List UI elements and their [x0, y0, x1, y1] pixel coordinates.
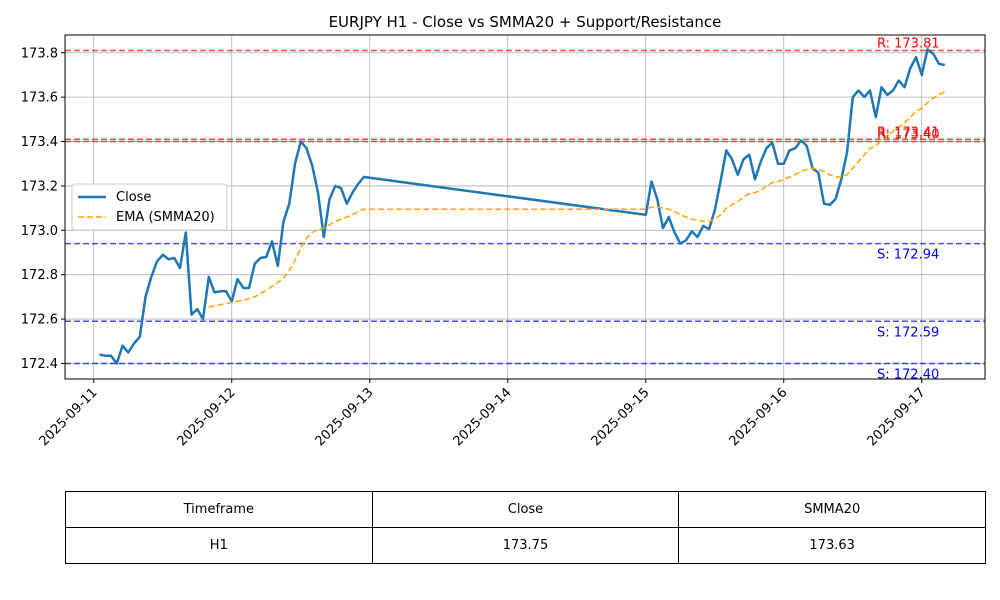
x-axis: 2025-09-11 2025-09-12 2025-09-13 2025-09-14… — [37, 379, 929, 449]
support-resistance-levels — [65, 49, 985, 365]
resistance-level-label: R: 173.81 — [877, 37, 940, 52]
y-tick-label: 172.4 — [21, 357, 58, 372]
x-tick-label: 2025-09-17 — [865, 385, 929, 449]
table-header-cell: Close — [371, 491, 680, 528]
y-tick-label: 173.6 — [21, 91, 58, 106]
resistance-level-label: R: 173.41 — [877, 125, 940, 140]
resistance-level-label: R: 173.40 — [877, 128, 940, 143]
y-tick-label: 172.8 — [21, 268, 58, 283]
y-tick-label: 173.4 — [21, 135, 58, 150]
x-tick-label: 2025-09-13 — [313, 385, 377, 449]
x-tick-label: 2025-09-12 — [175, 385, 239, 449]
support-level-label: S: 172.59 — [877, 325, 939, 340]
table-cell: 173.63 — [678, 527, 986, 564]
table-header-row: Timeframe Close SMMA20 — [65, 491, 986, 528]
y-tick-label: 173.8 — [21, 46, 58, 61]
y-axis: 172.4 172.6 172.8 173.0 173.2 173.4 173.6 173.8 — [21, 46, 65, 372]
legend: Close EMA (SMMA20) — [71, 183, 228, 231]
table-header-cell: SMMA20 — [678, 491, 986, 528]
x-tick-label: 2025-09-14 — [451, 385, 515, 449]
smma-series-line — [208, 90, 946, 308]
y-tick-label: 173.2 — [21, 179, 58, 194]
table-cell: 173.75 — [371, 527, 680, 564]
legend-label-smma: EMA (SMMA20) — [116, 210, 215, 225]
close-series-line — [99, 48, 946, 365]
level-labels: R: 173.81 R: 173.40R: 173.41 S: 172.94 S: 1… — [877, 37, 940, 383]
x-tick-label: 2025-09-15 — [589, 385, 653, 449]
table-row: H1 173.75 173.63 — [65, 527, 986, 564]
y-tick-label: 173.0 — [21, 224, 58, 239]
y-tick-label: 172.6 — [21, 313, 58, 328]
support-level-label: S: 172.40 — [877, 367, 939, 382]
support-level-label: S: 172.94 — [877, 248, 939, 263]
plot-frame — [64, 34, 986, 380]
x-tick-label: 2025-09-11 — [37, 385, 101, 449]
data-series — [99, 48, 946, 365]
table-cell: H1 — [65, 527, 373, 564]
table-header-cell: Timeframe — [65, 491, 373, 528]
legend-label-close: Close — [116, 190, 151, 205]
summary-table: Timeframe Close SMMA20 H1 173.75 173.63 — [65, 491, 986, 564]
legend-box — [71, 183, 228, 231]
x-tick-label: 2025-09-16 — [727, 385, 791, 449]
chart-title: EURJPY H1 - Close vs SMMA20 + Support/Re… — [329, 13, 722, 31]
